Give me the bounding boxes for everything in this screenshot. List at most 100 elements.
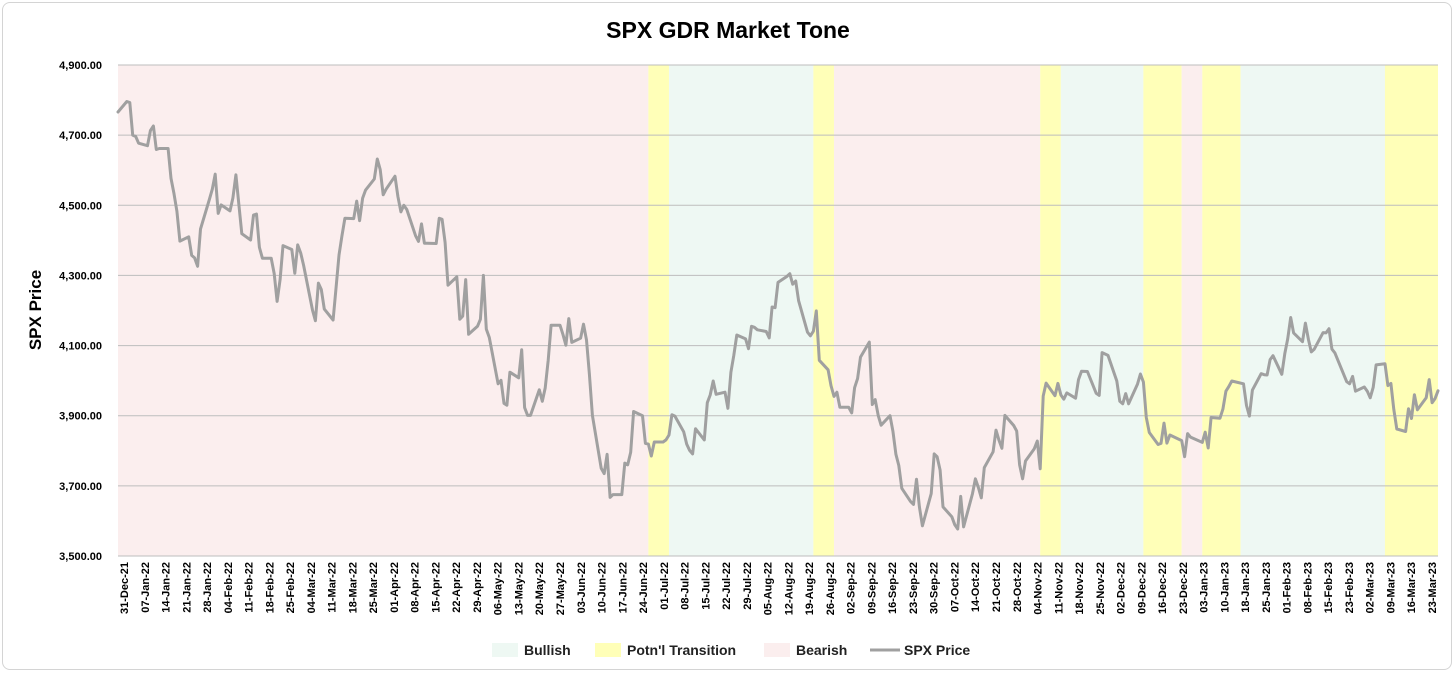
x-tick-label: 24-Jun-22: [638, 562, 650, 613]
region-bullish: [1060, 65, 1144, 556]
x-tick-label: 23-Feb-23: [1344, 562, 1356, 613]
series-layer: [116, 100, 1440, 531]
x-tick-label: 20-May-22: [534, 562, 546, 615]
region-bullish: [668, 65, 814, 556]
x-tick-label: 08-Apr-22: [410, 562, 422, 613]
x-tick-label: 21-Oct-22: [991, 562, 1003, 612]
x-tick-label: 04-Nov-22: [1033, 562, 1045, 615]
x-tick-label: 03-Jan-23: [1199, 562, 1211, 613]
x-tick-label: 14-Oct-22: [970, 562, 982, 612]
x-tick-label: 06-May-22: [493, 562, 505, 615]
x-tick-label: 16-Sep-22: [887, 562, 899, 614]
y-tick-label: 3,700.00: [59, 481, 102, 493]
x-tick-label: 02-Dec-22: [1116, 562, 1128, 614]
y-tick-label: 3,900.00: [59, 411, 102, 423]
region-potn-l-transition: [648, 65, 669, 556]
x-tick-label: 28-Jan-22: [202, 562, 214, 613]
x-tick-label: 09-Sep-22: [866, 562, 878, 614]
x-tick-label: 19-Aug-22: [804, 562, 816, 615]
legend: Bullish Potn'l Transition Bearish SPX Price: [492, 642, 970, 658]
y-tick-label: 4,300.00: [59, 270, 102, 282]
x-tick-label: 01-Jul-22: [659, 562, 671, 610]
x-tick-label: 29-Apr-22: [472, 562, 484, 613]
legend-label-spx-price: SPX Price: [904, 642, 970, 658]
legend-swatch-bullish: [492, 643, 518, 657]
x-tick-label: 29-Jul-22: [742, 562, 754, 610]
x-tick-label: 10-Jan-23: [1219, 562, 1231, 613]
x-tick-label: 13-May-22: [513, 562, 525, 615]
x-tick-label: 02-Mar-23: [1365, 562, 1377, 613]
series-spx-price-line: [116, 100, 1440, 531]
x-tick-label: 08-Feb-23: [1302, 562, 1314, 613]
legend-swatch-bearish: [764, 643, 790, 657]
x-tick-label: 21-Jan-22: [181, 562, 193, 613]
x-tick-label: 22-Jul-22: [721, 562, 733, 610]
x-tick-label: 03-Jun-22: [576, 562, 588, 613]
x-tick-label: 17-Jun-22: [617, 562, 629, 613]
x-tick-label: 22-Apr-22: [451, 562, 463, 613]
x-tick-label: 14-Jan-22: [161, 562, 173, 613]
x-tick-label: 11-Nov-22: [1053, 562, 1065, 614]
x-tick-label: 23-Dec-22: [1178, 562, 1190, 614]
region-bearish: [833, 65, 1041, 556]
x-tick-label: 01-Apr-22: [389, 562, 401, 613]
chart-title: SPX GDR Market Tone: [606, 17, 850, 43]
x-tick-label: 30-Sep-22: [929, 562, 941, 614]
x-tick-label: 18-Jan-23: [1240, 562, 1252, 613]
x-tick-label: 23-Sep-22: [908, 562, 920, 614]
legend-label-bearish: Bearish: [796, 642, 847, 658]
x-tick-label: 04-Mar-22: [306, 562, 318, 613]
x-tick-label: 18-Feb-22: [264, 562, 276, 613]
y-axis-ticks: 3,500.00 3,700.00 3,900.00 4,100.00 4,300.00…: [59, 60, 102, 563]
x-tick-label: 15-Jul-22: [700, 562, 712, 610]
x-tick-label: 01-Feb-23: [1282, 562, 1294, 613]
x-tick-label: 12-Aug-22: [783, 562, 795, 615]
region-potn-l-transition: [1143, 65, 1182, 556]
x-tick-label: 15-Apr-22: [430, 562, 442, 613]
x-tick-label: 11-Mar-22: [327, 562, 339, 613]
x-tick-label: 02-Sep-22: [846, 562, 858, 614]
x-tick-label: 16-Mar-23: [1406, 562, 1418, 613]
x-tick-label: 04-Feb-22: [223, 562, 235, 613]
legend-label-bullish: Bullish: [524, 642, 571, 658]
x-tick-label: 18-Nov-22: [1074, 562, 1086, 615]
region-potn-l-transition: [1384, 65, 1438, 556]
x-tick-label: 23-Mar-23: [1427, 562, 1439, 613]
x-tick-label: 10-Jun-22: [597, 562, 609, 613]
y-tick-label: 4,900.00: [59, 60, 102, 72]
x-tick-label: 25-Mar-22: [368, 562, 380, 613]
x-tick-label: 07-Oct-22: [949, 562, 961, 612]
legend-swatch-potn-l-transition: [595, 643, 621, 657]
x-tick-label: 15-Feb-23: [1323, 562, 1335, 613]
region-bearish: [1181, 65, 1203, 556]
x-tick-label: 25-Nov-22: [1095, 562, 1107, 615]
x-tick-label: 05-Aug-22: [763, 562, 775, 615]
x-axis-ticks: 31-Dec-21 07-Jan-22 14-Jan-22 21-Jan-22 28-J…: [119, 562, 1439, 615]
x-tick-label: 18-Mar-22: [347, 562, 359, 613]
y-tick-label: 4,700.00: [59, 130, 102, 142]
x-tick-label: 28-Oct-22: [1012, 562, 1024, 612]
x-tick-label: 25-Feb-22: [285, 562, 297, 613]
tone-regions: [118, 65, 1438, 556]
region-bullish: [1240, 65, 1385, 556]
x-tick-label: 07-Jan-22: [140, 562, 152, 613]
x-tick-label: 09-Mar-23: [1385, 562, 1397, 613]
x-tick-label: 16-Dec-22: [1157, 562, 1169, 614]
region-potn-l-transition: [1202, 65, 1241, 556]
y-tick-label: 4,500.00: [59, 200, 102, 212]
y-tick-label: 3,500.00: [59, 551, 102, 563]
x-tick-label: 11-Feb-22: [244, 562, 256, 613]
region-bearish: [118, 65, 649, 556]
region-potn-l-transition: [813, 65, 834, 556]
y-tick-label: 4,100.00: [59, 341, 102, 353]
legend-label-potn-l-transition: Potn'l Transition: [627, 642, 736, 658]
y-axis-label: SPX Price: [26, 270, 45, 350]
x-tick-label: 25-Jan-23: [1261, 562, 1273, 613]
x-tick-label: 31-Dec-21: [119, 562, 131, 614]
x-tick-label: 27-May-22: [555, 562, 567, 615]
region-potn-l-transition: [1040, 65, 1061, 556]
x-tick-label: 09-Dec-22: [1136, 562, 1148, 614]
x-tick-label: 26-Aug-22: [825, 562, 837, 615]
x-tick-label: 08-Jul-22: [680, 562, 692, 610]
